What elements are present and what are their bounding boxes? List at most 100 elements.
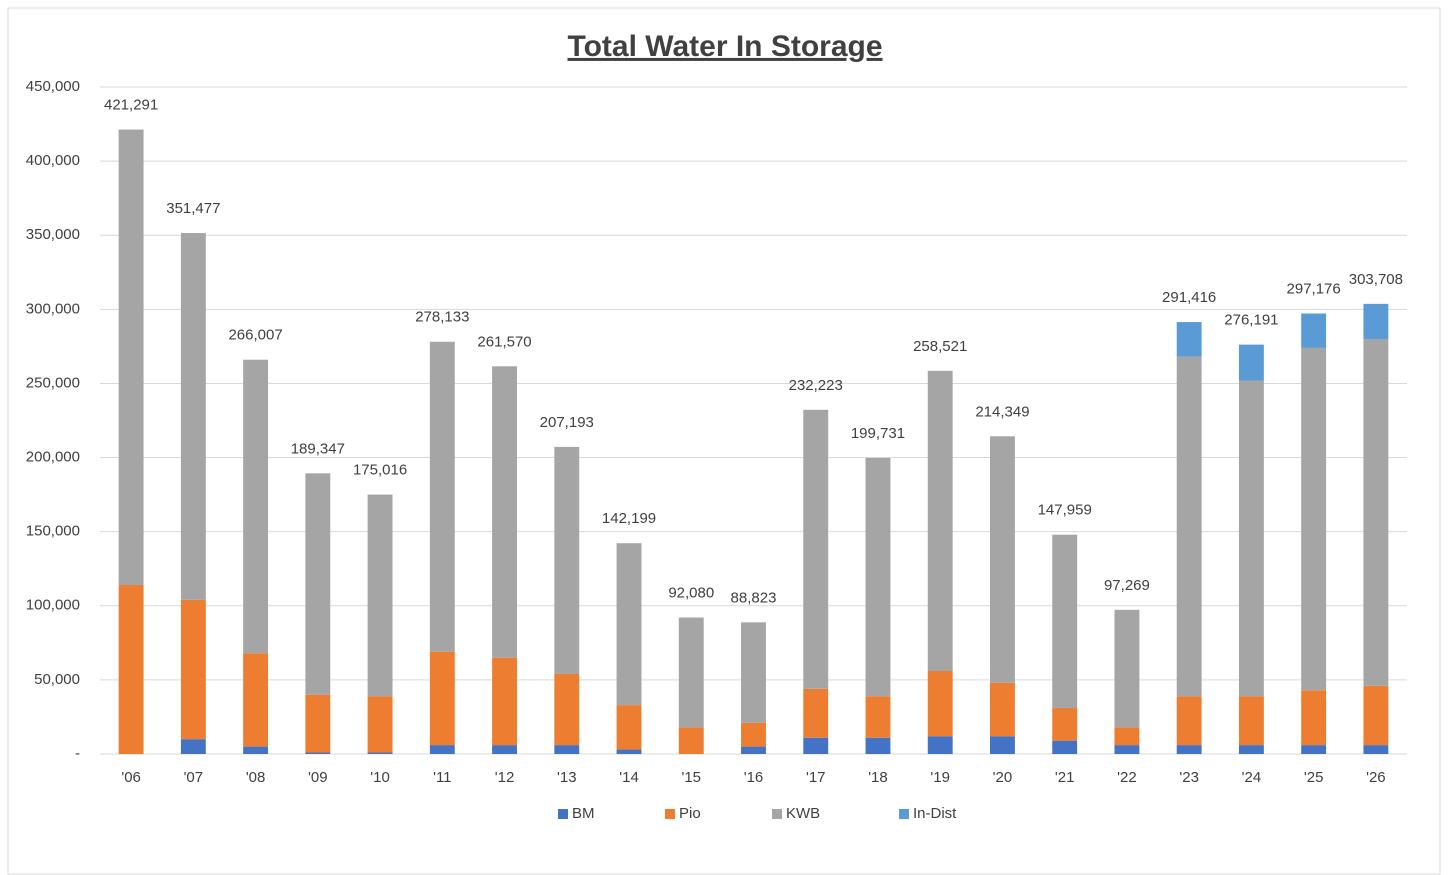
total-label: 88,823 [731, 589, 777, 606]
bar-segment [1301, 745, 1327, 754]
total-label: 266,007 [228, 327, 282, 344]
legend-label: KWB [786, 805, 820, 822]
x-tick-label: '16 [744, 769, 764, 786]
total-label: 142,199 [602, 510, 656, 527]
bar-segment [243, 653, 269, 747]
y-tick-label: 400,000 [26, 152, 80, 169]
legend-label: In-Dist [913, 805, 957, 822]
x-tick-label: '23 [1179, 769, 1199, 786]
bar-segment [118, 129, 144, 586]
bar-segment [927, 670, 953, 737]
bar-segment [741, 746, 766, 754]
bar-segment [180, 739, 206, 754]
bar-segment [554, 745, 580, 754]
bar-segment [865, 696, 891, 738]
bar-segment [180, 233, 206, 600]
bar-segment [1301, 313, 1327, 348]
total-label: 92,080 [668, 584, 714, 601]
bar-segment [1363, 685, 1389, 746]
bar-segment [678, 727, 704, 754]
bar-segment [990, 682, 1015, 737]
x-tick-label: '10 [370, 769, 390, 786]
bar-segment [1238, 745, 1264, 754]
bar-segment [616, 705, 642, 750]
x-tick-label: '17 [806, 769, 826, 786]
total-label: 147,959 [1038, 502, 1092, 519]
x-tick-label: '20 [993, 769, 1013, 786]
bar-segment [1176, 356, 1202, 697]
bar-segment [1114, 745, 1140, 754]
y-tick-label: 450,000 [26, 78, 80, 95]
bar-segment [1363, 303, 1389, 339]
bar-segment [803, 409, 829, 689]
bar-segment [1301, 347, 1327, 691]
bar-segment [927, 370, 953, 671]
bar-segment [1114, 727, 1140, 746]
x-tick-label: '11 [433, 769, 451, 786]
bar-segment [1301, 690, 1327, 746]
bar-segment [927, 736, 953, 754]
bar-segment [305, 752, 331, 754]
total-label: 214,349 [975, 403, 1029, 420]
total-label: 276,191 [1224, 312, 1278, 329]
bar-segment [367, 752, 393, 754]
bar-segment [429, 745, 455, 754]
bar-segment [741, 622, 766, 723]
x-tick-label: '12 [495, 769, 515, 786]
bar-segment [554, 446, 580, 674]
y-tick-label: 100,000 [26, 597, 80, 614]
bar-segment [429, 651, 455, 746]
legend-label: BM [572, 805, 595, 822]
total-label: 258,521 [913, 338, 967, 355]
legend-swatch [772, 809, 782, 819]
bar-segment [803, 688, 829, 738]
bar-segment [1363, 745, 1389, 754]
y-tick-label: 300,000 [26, 300, 80, 317]
bar-segment [678, 617, 704, 728]
bar-segment [305, 473, 331, 695]
bar-segment [1114, 609, 1140, 728]
total-label: 421,291 [104, 97, 158, 114]
bar-segment [367, 696, 393, 753]
legend-swatch [899, 809, 909, 819]
bar-segment [305, 694, 331, 753]
x-tick-label: '06 [121, 769, 141, 786]
total-label: 199,731 [851, 425, 905, 442]
bar-segment [1176, 322, 1202, 357]
y-tick-label: 350,000 [26, 226, 80, 243]
bar-segment [180, 599, 206, 740]
x-tick-label: '22 [1117, 769, 1137, 786]
x-tick-label: '26 [1366, 769, 1386, 786]
total-label: 278,133 [415, 309, 469, 326]
bar-segment [865, 457, 891, 697]
bar-segment [492, 366, 517, 658]
bar-segment [741, 722, 766, 747]
total-label: 175,016 [353, 462, 407, 479]
bar-segment [1052, 708, 1078, 741]
bar-segment [990, 736, 1015, 754]
bar-segment [865, 737, 891, 754]
x-tick-label: '24 [1242, 769, 1262, 786]
bar-segment [1238, 696, 1264, 746]
bar-segment [492, 745, 517, 754]
y-tick-label: - [75, 745, 80, 762]
total-label: 351,477 [166, 200, 220, 217]
x-tick-label: '18 [868, 769, 888, 786]
bar-segment [118, 585, 144, 754]
bar-segment [1238, 380, 1264, 697]
y-tick-label: 150,000 [26, 523, 80, 540]
bar-segment [367, 494, 393, 697]
x-tick-label: '14 [619, 769, 639, 786]
bar-segment [1052, 534, 1078, 709]
x-tick-label: '08 [246, 769, 266, 786]
total-label: 189,347 [291, 440, 345, 457]
x-tick-label: '07 [184, 769, 204, 786]
bar-segment [1176, 696, 1202, 746]
chart-title: Total Water In Storage [567, 30, 882, 63]
x-tick-label: '13 [557, 769, 577, 786]
bar-segment [803, 737, 829, 754]
bar-segment [1052, 740, 1078, 754]
chart-frame [7, 7, 1441, 875]
y-tick-label: 200,000 [26, 449, 80, 466]
bar-segment [554, 673, 580, 746]
